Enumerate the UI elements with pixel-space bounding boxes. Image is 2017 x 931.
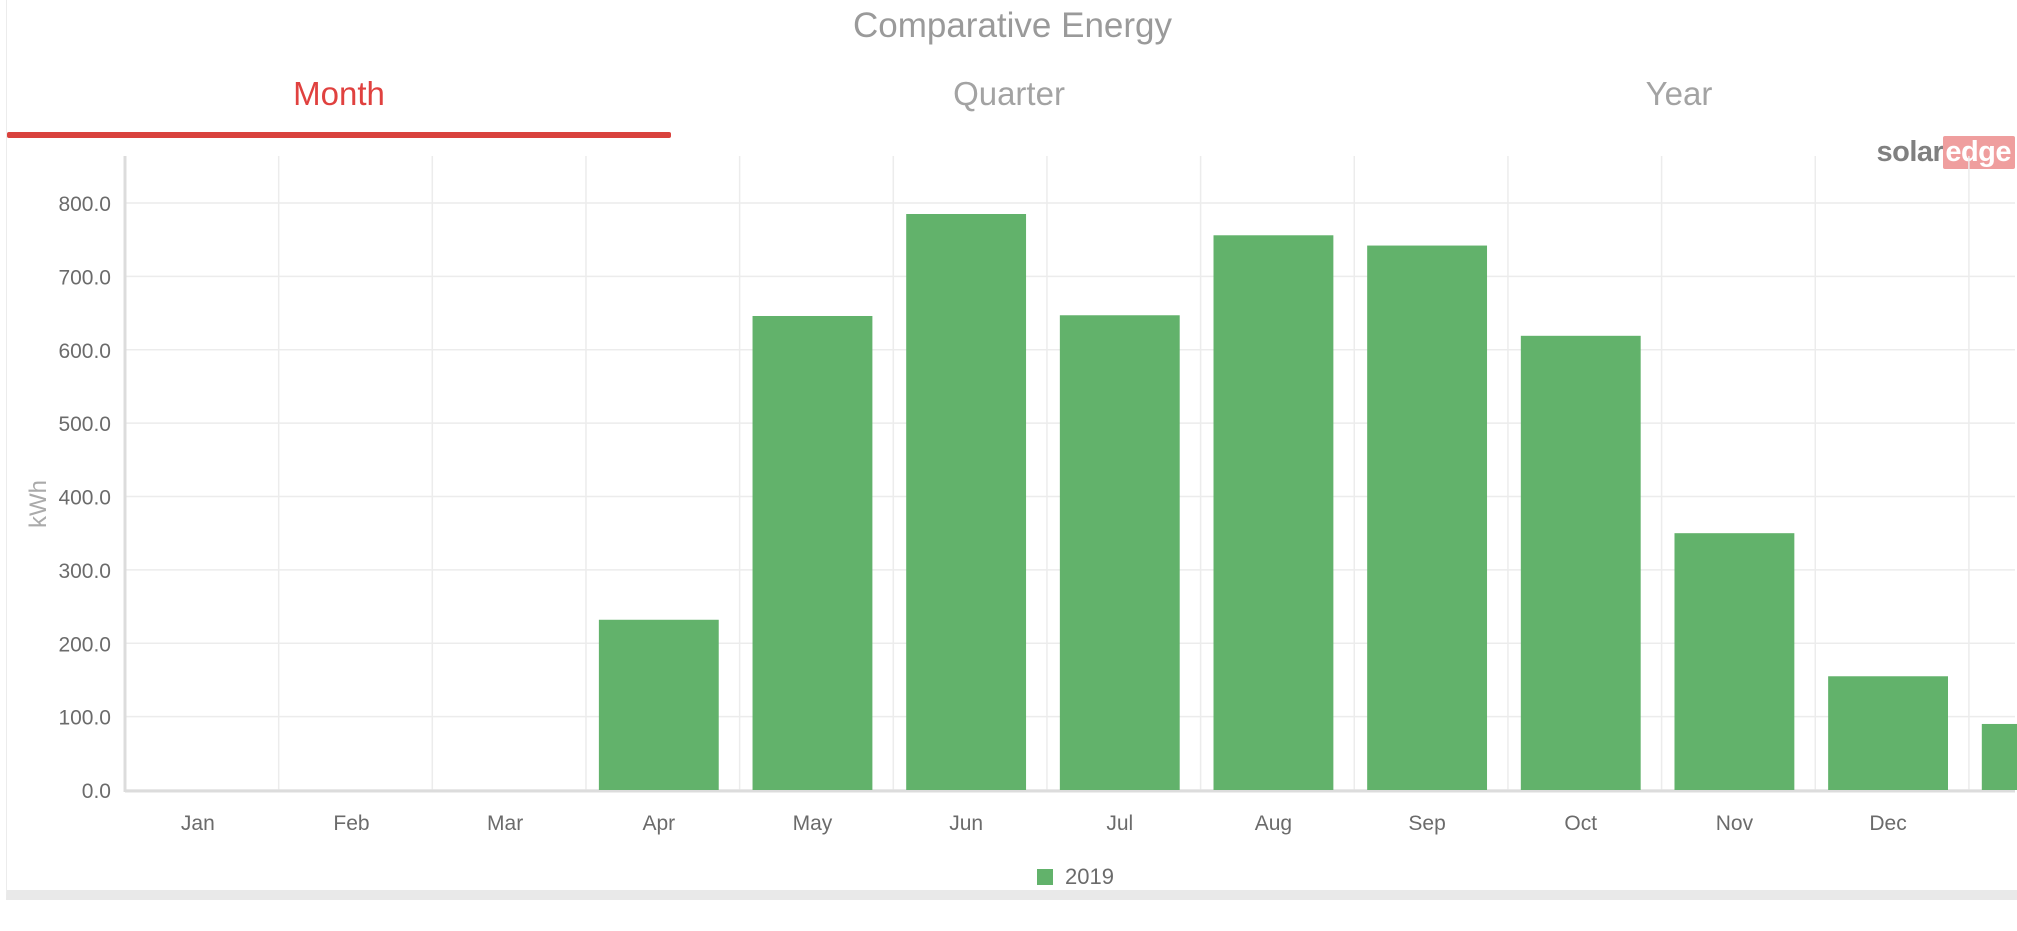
x-tick-label: Aug bbox=[1255, 812, 1292, 835]
bar-apr[interactable] bbox=[752, 315, 873, 790]
x-tick-label: Jul bbox=[1106, 812, 1133, 835]
bar-mar[interactable] bbox=[598, 619, 719, 790]
x-tick-label: Nov bbox=[1716, 812, 1754, 835]
bar-nov[interactable] bbox=[1828, 676, 1948, 790]
y-tick-label: 100.0 bbox=[58, 707, 111, 730]
x-tick-label: Apr bbox=[642, 812, 675, 835]
y-tick-label: 500.0 bbox=[58, 413, 111, 436]
period-tabs: Month Quarter Year bbox=[7, 70, 2017, 140]
active-tab-indicator bbox=[7, 132, 671, 138]
y-tick-label: 300.0 bbox=[58, 560, 111, 583]
bar-aug[interactable] bbox=[1367, 245, 1488, 790]
y-tick-label: 400.0 bbox=[58, 487, 111, 510]
logo-text-solar: solar bbox=[1876, 135, 1944, 168]
chart-title: Comparative Energy bbox=[852, 6, 1173, 45]
bar-oct[interactable] bbox=[1674, 533, 1795, 790]
x-tick-label: Dec bbox=[1869, 812, 1906, 835]
solaredge-logo: solar edge bbox=[1876, 135, 2015, 169]
y-tick-label: 800.0 bbox=[58, 193, 111, 216]
y-tick-label: 700.0 bbox=[58, 266, 111, 289]
legend-label: 2019 bbox=[1065, 864, 1114, 889]
tab-quarter[interactable]: Quarter bbox=[953, 75, 1065, 112]
x-tick-label: Sep bbox=[1408, 812, 1445, 835]
tab-month[interactable]: Month bbox=[293, 75, 385, 112]
energy-bar-chart: 0.0 100.0 200.0 300.0 400.0 500.0 600.0 700.0 80… bbox=[58, 156, 2017, 835]
x-tick-label: Oct bbox=[1564, 812, 1597, 835]
y-tick-label: 200.0 bbox=[58, 633, 111, 656]
bar-dec[interactable] bbox=[1981, 723, 2017, 790]
x-tick-label: Jan bbox=[181, 812, 215, 835]
legend-swatch bbox=[1037, 869, 1053, 885]
x-tick-label: Jun bbox=[949, 812, 983, 835]
bar-may[interactable] bbox=[906, 214, 1027, 791]
y-tick-label: 600.0 bbox=[58, 340, 111, 363]
logo-text-edge: edge bbox=[1943, 135, 2015, 169]
bar-jul[interactable] bbox=[1213, 235, 1334, 790]
x-tick-label: Mar bbox=[487, 812, 523, 835]
bar-jun[interactable] bbox=[1059, 315, 1180, 790]
x-tick-label: May bbox=[793, 812, 833, 835]
y-tick-label: 0.0 bbox=[82, 780, 111, 803]
x-tick-label: Feb bbox=[333, 812, 369, 835]
chart-legend[interactable]: 2019 bbox=[1037, 864, 1114, 890]
tab-year[interactable]: Year bbox=[1645, 75, 1713, 112]
comparative-energy-card: Comparative Energy Month Quarter Year so… bbox=[6, 0, 2017, 900]
bar-sep[interactable] bbox=[1520, 335, 1641, 790]
